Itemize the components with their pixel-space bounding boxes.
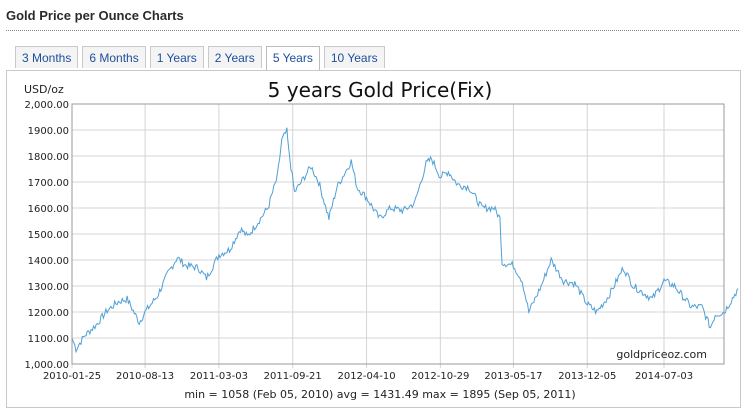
tab-2-years[interactable]: 2 Years bbox=[207, 46, 262, 68]
title-divider bbox=[6, 30, 739, 31]
x-tick-label: 2012-04-10 bbox=[337, 371, 395, 382]
x-tick-label: 2011-09-21 bbox=[264, 371, 322, 382]
plot-frame bbox=[71, 103, 725, 365]
y-tick-label: 2,000.00 bbox=[24, 100, 69, 111]
tab-5-years[interactable]: 5 Years bbox=[265, 46, 320, 71]
x-tick-labels: 2010-01-25 2010-08-13 2011-03-03 2011-09-21… bbox=[43, 371, 693, 382]
x-tick-label: 2010-08-13 bbox=[116, 371, 174, 382]
y-tick-label: 1300.00 bbox=[28, 282, 69, 293]
tab-10-years[interactable]: 10 Years bbox=[323, 46, 385, 68]
y-tick-label: 1500.00 bbox=[28, 230, 69, 241]
y-tick-label: 1100.00 bbox=[28, 334, 69, 345]
y-tick-label: 1,000.00 bbox=[24, 360, 69, 371]
x-tick-label: 2012-10-29 bbox=[411, 371, 469, 382]
y-axis-label: USD/oz bbox=[24, 83, 64, 96]
tab-6-months[interactable]: 6 Months bbox=[82, 46, 146, 68]
x-tick-label: 2011-03-03 bbox=[190, 371, 248, 382]
y-tick-label: 1800.00 bbox=[28, 152, 69, 163]
price-line bbox=[71, 127, 739, 354]
tab-1-years[interactable]: 1 Years bbox=[149, 46, 204, 68]
x-tick-label: 2010-01-25 bbox=[43, 371, 101, 382]
y-tick-labels: 1,000.00 1100.00 1200.00 1300.00 1400.00 1500… bbox=[24, 100, 69, 371]
chart-panel bbox=[6, 70, 741, 408]
y-tick-label: 1200.00 bbox=[28, 308, 69, 319]
grid-lines bbox=[71, 104, 724, 368]
x-tick-label: 2013-12-05 bbox=[558, 371, 616, 382]
range-tabs: 3 Months 6 Months 1 Years 2 Years 5 Year… bbox=[15, 46, 385, 71]
x-tick-label: 2014-07-03 bbox=[635, 371, 693, 382]
y-tick-label: 1600.00 bbox=[28, 204, 69, 215]
tab-3-months[interactable]: 3 Months bbox=[15, 46, 79, 68]
page-title: Gold Price per Ounce Charts bbox=[6, 8, 184, 23]
summary-stats: min = 1058 (Feb 05, 2010) avg = 1431.49 … bbox=[184, 388, 575, 401]
y-tick-label: 1400.00 bbox=[28, 256, 69, 267]
x-tick-label: 2013-05-17 bbox=[484, 371, 542, 382]
y-tick-label: 1700.00 bbox=[28, 178, 69, 189]
watermark: goldpriceoz.com bbox=[616, 348, 707, 361]
y-tick-label: 1900.00 bbox=[28, 126, 69, 137]
chart-title: 5 years Gold Price(Fix) bbox=[268, 78, 493, 102]
